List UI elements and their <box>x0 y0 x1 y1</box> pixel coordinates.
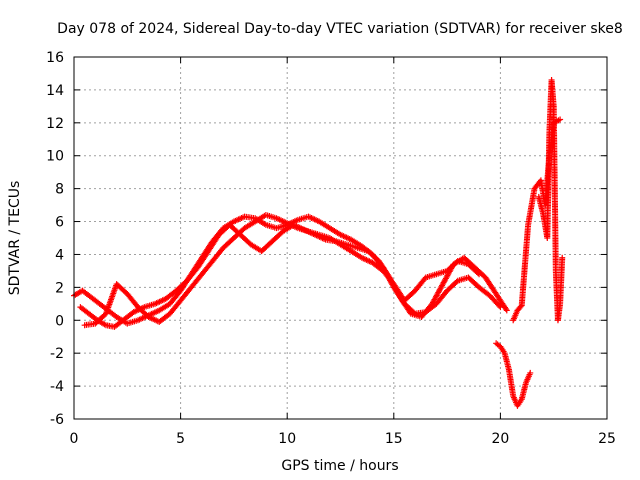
plot-frame <box>73 56 608 420</box>
data-point <box>527 369 534 376</box>
data-point-fill <box>502 306 509 313</box>
data-point <box>557 116 564 123</box>
y-tick-label: 8 <box>55 182 64 198</box>
chart-title: Day 078 of 2024, Sidereal Day-to-day VTE… <box>57 21 623 37</box>
tick-labels: 0 5 10 15 20 25 -6 -4 -2 0 2 4 6 8 10 12 14 16 <box>46 50 616 447</box>
data-point <box>503 307 510 314</box>
data-point <box>476 271 483 278</box>
y-tick-label: 0 <box>55 313 64 329</box>
x-tick-label: 20 <box>491 431 509 447</box>
y-axis-label: SDTVAR / TECUs <box>7 181 23 296</box>
x-tick-label: 25 <box>598 431 616 447</box>
y-tick-label: 6 <box>55 215 64 231</box>
y-tick-label: -2 <box>50 346 64 362</box>
x-tick-label: 0 <box>70 431 79 447</box>
y-tick-label: 2 <box>55 280 64 296</box>
x-tick-label: 10 <box>278 431 296 447</box>
x-tick-label: 5 <box>176 431 185 447</box>
x-tick-label: 15 <box>385 431 403 447</box>
data-point <box>559 254 566 261</box>
y-tick-label: -6 <box>50 412 64 428</box>
x-axis-label: GPS time / hours <box>281 458 398 474</box>
grid <box>74 57 607 419</box>
y-tick-label: 16 <box>46 50 64 66</box>
y-tick-label: 14 <box>46 83 64 99</box>
y-tick-label: -4 <box>50 379 64 395</box>
y-tick-label: 12 <box>46 116 64 132</box>
data-point-fill <box>474 270 481 277</box>
data-points <box>71 77 566 409</box>
y-tick-label: 4 <box>55 247 64 263</box>
data-point-fill <box>517 303 524 310</box>
y-tick-label: 10 <box>46 149 64 165</box>
plot-background <box>74 57 607 419</box>
